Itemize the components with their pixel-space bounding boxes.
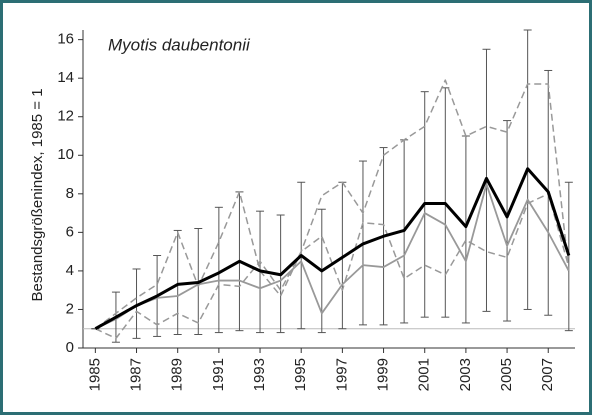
y-tick-label: 0 bbox=[66, 339, 74, 356]
x-tick-label: 1993 bbox=[251, 358, 268, 391]
x-tick-label: 2005 bbox=[498, 358, 515, 391]
series-line bbox=[94, 183, 570, 330]
chart-title: Myotis daubentonii bbox=[108, 35, 251, 54]
series-line bbox=[94, 167, 571, 331]
y-tick-label: 14 bbox=[57, 69, 74, 86]
x-tick-label: 1995 bbox=[292, 358, 309, 391]
y-axis-label: Bestandsgrößenindex, 1985 = 1 bbox=[29, 88, 46, 301]
y-tick-label: 4 bbox=[66, 262, 74, 279]
y-tick-label: 12 bbox=[57, 108, 74, 125]
x-tick-label: 1999 bbox=[375, 358, 392, 391]
x-tick-label: 1987 bbox=[127, 358, 144, 391]
x-tick-label: 1997 bbox=[333, 358, 350, 391]
y-tick-label: 10 bbox=[57, 146, 74, 163]
x-tick-label: 2003 bbox=[457, 358, 474, 391]
x-tick-label: 2007 bbox=[539, 358, 556, 391]
y-tick-label: 6 bbox=[66, 223, 74, 240]
x-tick-label: 1985 bbox=[86, 358, 103, 391]
y-tick-label: 8 bbox=[66, 185, 74, 202]
x-tick-label: 1991 bbox=[210, 358, 227, 391]
y-tick-label: 16 bbox=[57, 31, 74, 48]
x-tick-label: 2001 bbox=[416, 358, 433, 391]
x-tick-label: 1989 bbox=[169, 358, 186, 391]
y-tick-label: 2 bbox=[66, 300, 74, 317]
series-line bbox=[94, 79, 570, 330]
